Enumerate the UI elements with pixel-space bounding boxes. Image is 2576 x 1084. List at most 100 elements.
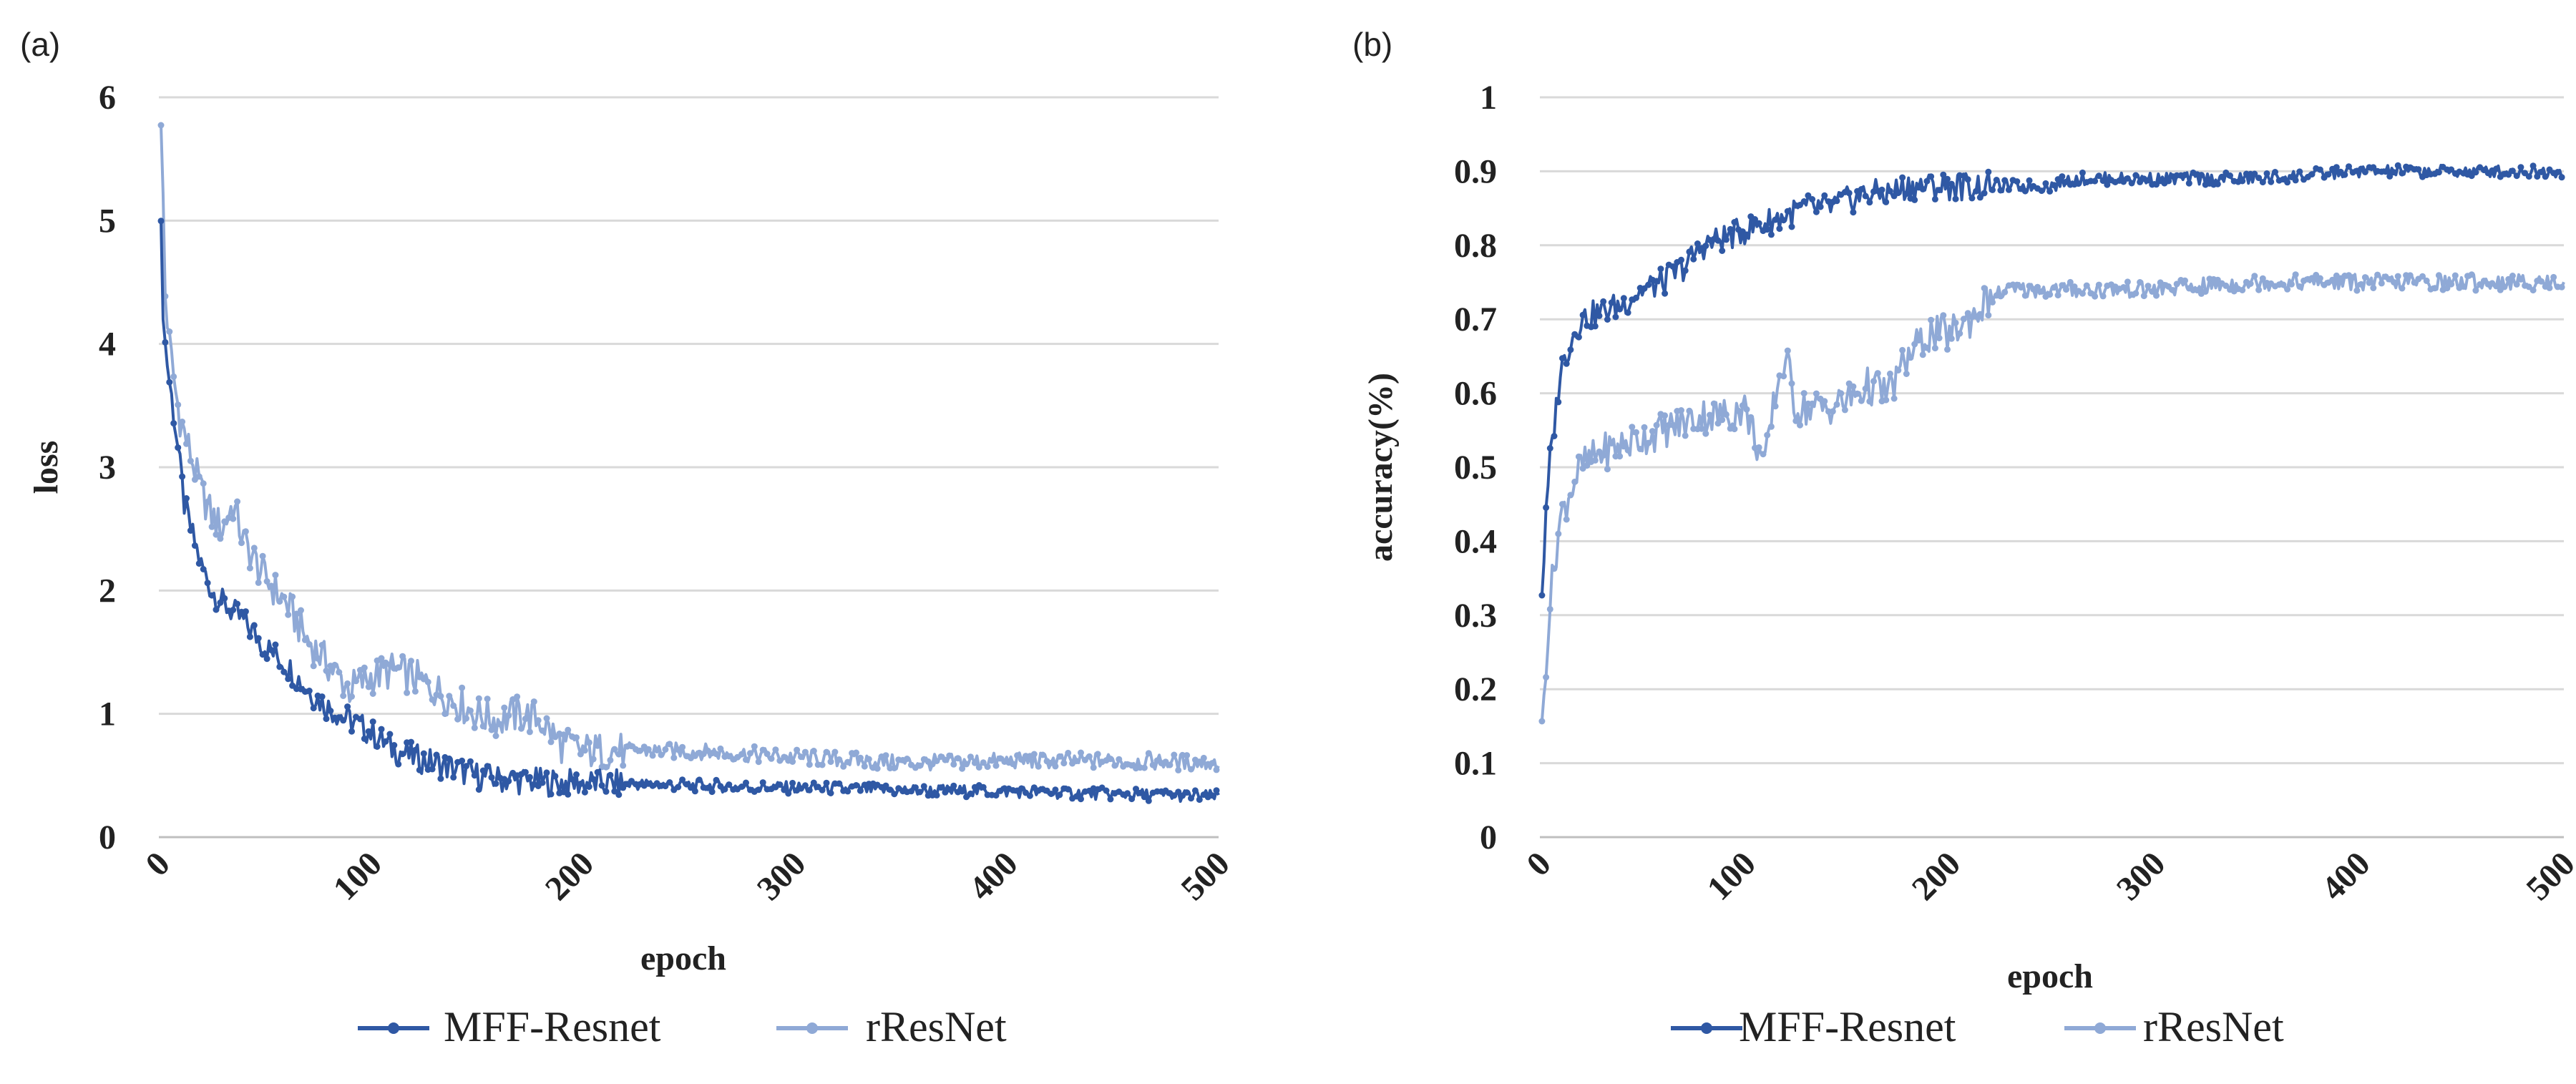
x-tick-label: 500 — [1174, 844, 1236, 907]
data-point — [857, 754, 864, 761]
data-point — [1633, 294, 1639, 301]
y-tick-label: 0 — [99, 819, 116, 856]
data-point — [361, 664, 368, 671]
data-point — [416, 766, 423, 773]
data-point — [479, 723, 487, 730]
y-tick-label: 0.7 — [1454, 301, 1497, 338]
data-point — [543, 769, 550, 776]
data-point — [1081, 756, 1088, 763]
data-point — [2165, 177, 2172, 185]
data-point — [2071, 283, 2078, 290]
y-tick-label: 1 — [99, 695, 116, 733]
data-point — [246, 633, 253, 640]
data-point — [1604, 466, 1611, 473]
data-point — [306, 641, 313, 648]
data-point — [2169, 287, 2176, 293]
data-point — [276, 663, 283, 670]
data-point — [454, 716, 462, 723]
data-point — [484, 695, 491, 703]
data-point — [560, 731, 567, 738]
data-point — [238, 539, 245, 547]
data-point — [2509, 273, 2516, 279]
data-point — [1039, 751, 1046, 758]
data-point — [1690, 255, 1697, 263]
data-point — [433, 751, 440, 758]
data-point — [2214, 180, 2221, 187]
data-point — [615, 751, 623, 758]
data-point — [1629, 424, 1636, 431]
data-point — [2014, 178, 2021, 185]
data-point — [1048, 791, 1055, 797]
data-point — [1772, 403, 1779, 410]
data-point — [301, 636, 308, 643]
data-point — [1829, 408, 1836, 415]
data-point — [1166, 761, 1174, 768]
data-point — [285, 675, 292, 683]
data-point — [920, 783, 927, 790]
legend-marker — [2094, 1022, 2106, 1034]
data-point — [369, 690, 376, 697]
data-point — [2370, 285, 2377, 291]
data-point — [937, 784, 945, 791]
data-point — [1030, 751, 1038, 758]
data-point — [1800, 390, 1807, 397]
data-point — [1883, 396, 1890, 404]
data-point — [1968, 195, 1976, 202]
data-point — [1175, 788, 1182, 796]
data-point — [2353, 287, 2361, 294]
legend-label: MFF-Resnet — [1739, 1003, 1956, 1050]
data-point — [213, 531, 220, 538]
data-point — [1149, 761, 1156, 768]
data-point — [1559, 501, 1566, 508]
data-point — [2259, 179, 2266, 186]
data-point — [1956, 330, 1963, 337]
data-point — [1911, 196, 1918, 203]
data-point — [1772, 216, 1779, 223]
legend-label: rResNet — [2143, 1003, 2284, 1050]
data-point — [1981, 285, 1988, 292]
data-point — [1633, 429, 1639, 436]
data-point — [992, 762, 1000, 769]
data-point — [1878, 186, 1885, 193]
data-point — [1669, 421, 1677, 429]
data-point — [459, 757, 466, 764]
data-point — [840, 763, 847, 770]
data-point — [836, 780, 843, 787]
data-point — [187, 457, 194, 464]
data-point — [916, 762, 923, 769]
data-point — [1591, 456, 1599, 464]
data-point — [467, 758, 474, 765]
data-point — [2448, 166, 2455, 173]
data-point — [2001, 177, 2009, 184]
data-point — [1928, 316, 1935, 323]
data-point — [505, 712, 512, 719]
data-point — [713, 751, 720, 758]
data-point — [1886, 370, 1893, 377]
data-point — [908, 788, 914, 795]
data-point — [535, 717, 542, 724]
data-point — [581, 788, 588, 796]
data-point — [344, 680, 351, 687]
data-point — [1784, 207, 1791, 215]
data-point — [959, 765, 966, 772]
data-point — [395, 761, 402, 768]
data-point — [505, 778, 512, 785]
data-point — [1866, 398, 1873, 405]
data-point — [861, 763, 868, 770]
data-point — [798, 753, 804, 761]
data-point — [658, 751, 665, 758]
data-point — [980, 759, 987, 766]
data-point — [594, 742, 601, 749]
data-point — [1116, 756, 1123, 763]
x-axis-title: epoch — [2007, 957, 2093, 995]
data-point — [611, 746, 618, 753]
data-point — [365, 683, 372, 690]
data-point — [1600, 451, 1607, 459]
data-point — [2046, 187, 2054, 195]
data-point — [1584, 462, 1591, 469]
data-point — [1890, 395, 1898, 402]
x-tick-label: 100 — [326, 844, 389, 907]
data-point — [2173, 280, 2180, 288]
data-point — [2197, 172, 2205, 179]
data-point — [2075, 180, 2082, 187]
